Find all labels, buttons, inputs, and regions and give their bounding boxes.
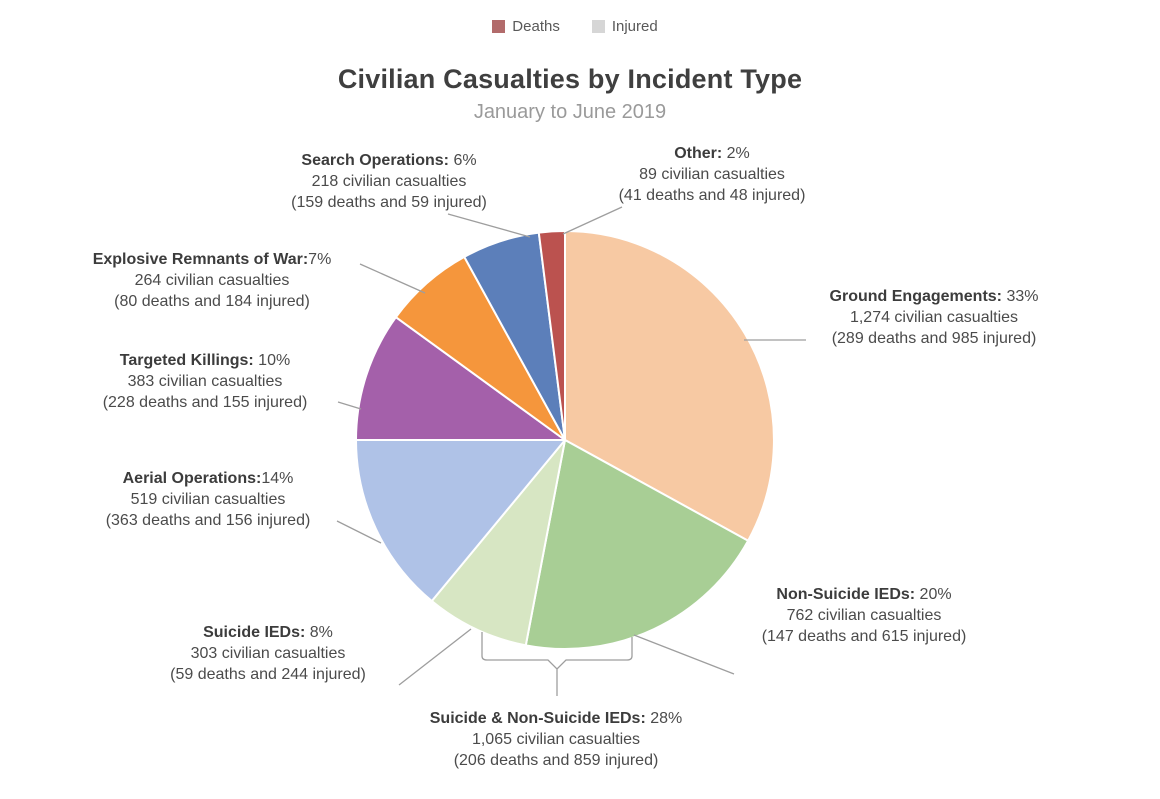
callout-explosive-remnants: Explosive Remnants of War:7% 264 civilia… bbox=[93, 249, 332, 312]
legend-item-injured: Injured bbox=[591, 18, 658, 35]
slice-detail: (41 deaths and 48 injured) bbox=[618, 187, 806, 204]
slice-casualties: 264 civilian casualties bbox=[134, 272, 290, 289]
slice-pct: 7% bbox=[308, 251, 332, 268]
slice-label: Suicide IEDs: bbox=[203, 624, 306, 641]
callout-other: Other: 2% 89 civilian casualties (41 dea… bbox=[619, 143, 806, 206]
slice-pct: 14% bbox=[261, 470, 294, 487]
slice-casualties: 303 civilian casualties bbox=[190, 645, 346, 662]
callout-line1: Aerial Operations:14% bbox=[106, 468, 311, 489]
leader-lines-group bbox=[336, 206, 806, 696]
slice-detail: (59 deaths and 244 injured) bbox=[170, 666, 366, 683]
slice-detail: (363 deaths and 156 injured) bbox=[105, 512, 311, 529]
slice-pct: 8% bbox=[305, 624, 333, 641]
slice-label: Search Operations: bbox=[301, 152, 450, 169]
slice-casualties: 89 civilian casualties bbox=[639, 166, 785, 183]
pie-slice-ground-engagements bbox=[564, 230, 775, 542]
leader-line-other bbox=[562, 206, 623, 235]
callout-suicide-ieds: Suicide IEDs: 8% 303 civilian casualties… bbox=[170, 622, 366, 685]
callout-line1: Search Operations: 6% bbox=[291, 150, 487, 171]
slice-casualties: 383 civilian casualties bbox=[127, 373, 283, 390]
callout-search-operations: Search Operations: 6% 218 civilian casua… bbox=[291, 150, 487, 213]
callout-targeted-killings: Targeted Killings: 10% 383 civilian casu… bbox=[103, 350, 308, 413]
slice-casualties: 1,274 civilian casualties bbox=[849, 309, 1019, 326]
slice-label: Non-Suicide IEDs: bbox=[776, 586, 916, 603]
callout-line1: Targeted Killings: 10% bbox=[103, 350, 308, 371]
leader-line-aerial-operations bbox=[336, 520, 382, 544]
ied-group-brace bbox=[481, 632, 633, 696]
legend-label-injured: Injured bbox=[611, 18, 658, 35]
slice-label: Explosive Remnants of War: bbox=[92, 251, 309, 268]
pie-slice-targeted-killings bbox=[355, 316, 566, 441]
leader-line-targeted-killings bbox=[337, 401, 362, 410]
slice-detail: (159 deaths and 59 injured) bbox=[291, 194, 487, 211]
slice-label: Ground Engagements: bbox=[829, 288, 1002, 305]
callout-line1: Ground Engagements: 33% bbox=[830, 286, 1039, 307]
callout-aerial-operations: Aerial Operations:14% 519 civilian casua… bbox=[106, 468, 311, 531]
injured-swatch-icon bbox=[591, 20, 605, 33]
slice-pct: 6% bbox=[449, 152, 477, 169]
chart-subtitle: January to June 2019 bbox=[473, 101, 667, 123]
pie-slice-aerial-operations bbox=[355, 439, 566, 602]
callout-non-suicide-ieds: Non-Suicide IEDs: 20% 762 civilian casua… bbox=[762, 584, 967, 647]
chart-header: Civilian Casualties by Incident Type Jan… bbox=[0, 64, 1140, 124]
leader-line-suicide-ieds bbox=[398, 628, 472, 686]
callout-line1: Explosive Remnants of War:7% bbox=[93, 249, 332, 270]
leader-line-search-operations bbox=[447, 213, 531, 238]
slice-casualties: 519 civilian casualties bbox=[130, 491, 286, 508]
leader-line-non-suicide-ieds bbox=[633, 634, 735, 675]
slice-label: Targeted Killings: bbox=[119, 352, 254, 369]
leader-line-explosive-remnants bbox=[359, 263, 426, 294]
slice-pct: 28% bbox=[645, 710, 683, 727]
callout-line1: Other: 2% bbox=[619, 143, 806, 164]
slice-detail: (289 deaths and 985 injured) bbox=[831, 330, 1037, 347]
pie-slices-group bbox=[355, 229, 775, 650]
slice-pct: 20% bbox=[915, 586, 952, 603]
callout-suicide-and-non-suicide-ieds: Suicide & Non-Suicide IEDs: 28% 1,065 ci… bbox=[430, 708, 683, 771]
slice-pct: 2% bbox=[722, 145, 750, 162]
slice-label: Other: bbox=[674, 145, 723, 162]
legend-label-deaths: Deaths bbox=[512, 18, 560, 35]
pie-slice-non-suicide-ieds bbox=[524, 439, 750, 650]
legend: Deaths Injured bbox=[0, 18, 1150, 35]
callout-line1: Non-Suicide IEDs: 20% bbox=[762, 584, 967, 605]
slice-detail: (80 deaths and 184 injured) bbox=[114, 293, 310, 310]
callout-ground-engagements: Ground Engagements: 33% 1,274 civilian c… bbox=[830, 286, 1039, 349]
slice-detail: (206 deaths and 859 injured) bbox=[453, 752, 659, 769]
slice-detail: (228 deaths and 155 injured) bbox=[102, 394, 308, 411]
slice-casualties: 762 civilian casualties bbox=[786, 607, 942, 624]
legend-item-deaths: Deaths bbox=[492, 18, 560, 35]
slice-pct: 33% bbox=[1001, 288, 1039, 305]
pie-slice-suicide-ieds bbox=[430, 439, 566, 647]
slice-label: Aerial Operations: bbox=[122, 470, 262, 487]
slice-detail: (147 deaths and 615 injured) bbox=[761, 628, 967, 645]
pie-slice-other bbox=[537, 229, 566, 441]
slice-casualties: 1,065 civilian casualties bbox=[471, 731, 641, 748]
slice-casualties: 218 civilian casualties bbox=[311, 173, 467, 190]
callout-line1: Suicide & Non-Suicide IEDs: 28% bbox=[430, 708, 683, 729]
deaths-swatch-icon bbox=[492, 20, 506, 33]
callout-line1: Suicide IEDs: 8% bbox=[170, 622, 366, 643]
slice-label: Suicide & Non-Suicide IEDs: bbox=[429, 710, 646, 727]
chart-title: Civilian Casualties by Incident Type bbox=[337, 64, 803, 94]
slice-pct: 10% bbox=[253, 352, 291, 369]
